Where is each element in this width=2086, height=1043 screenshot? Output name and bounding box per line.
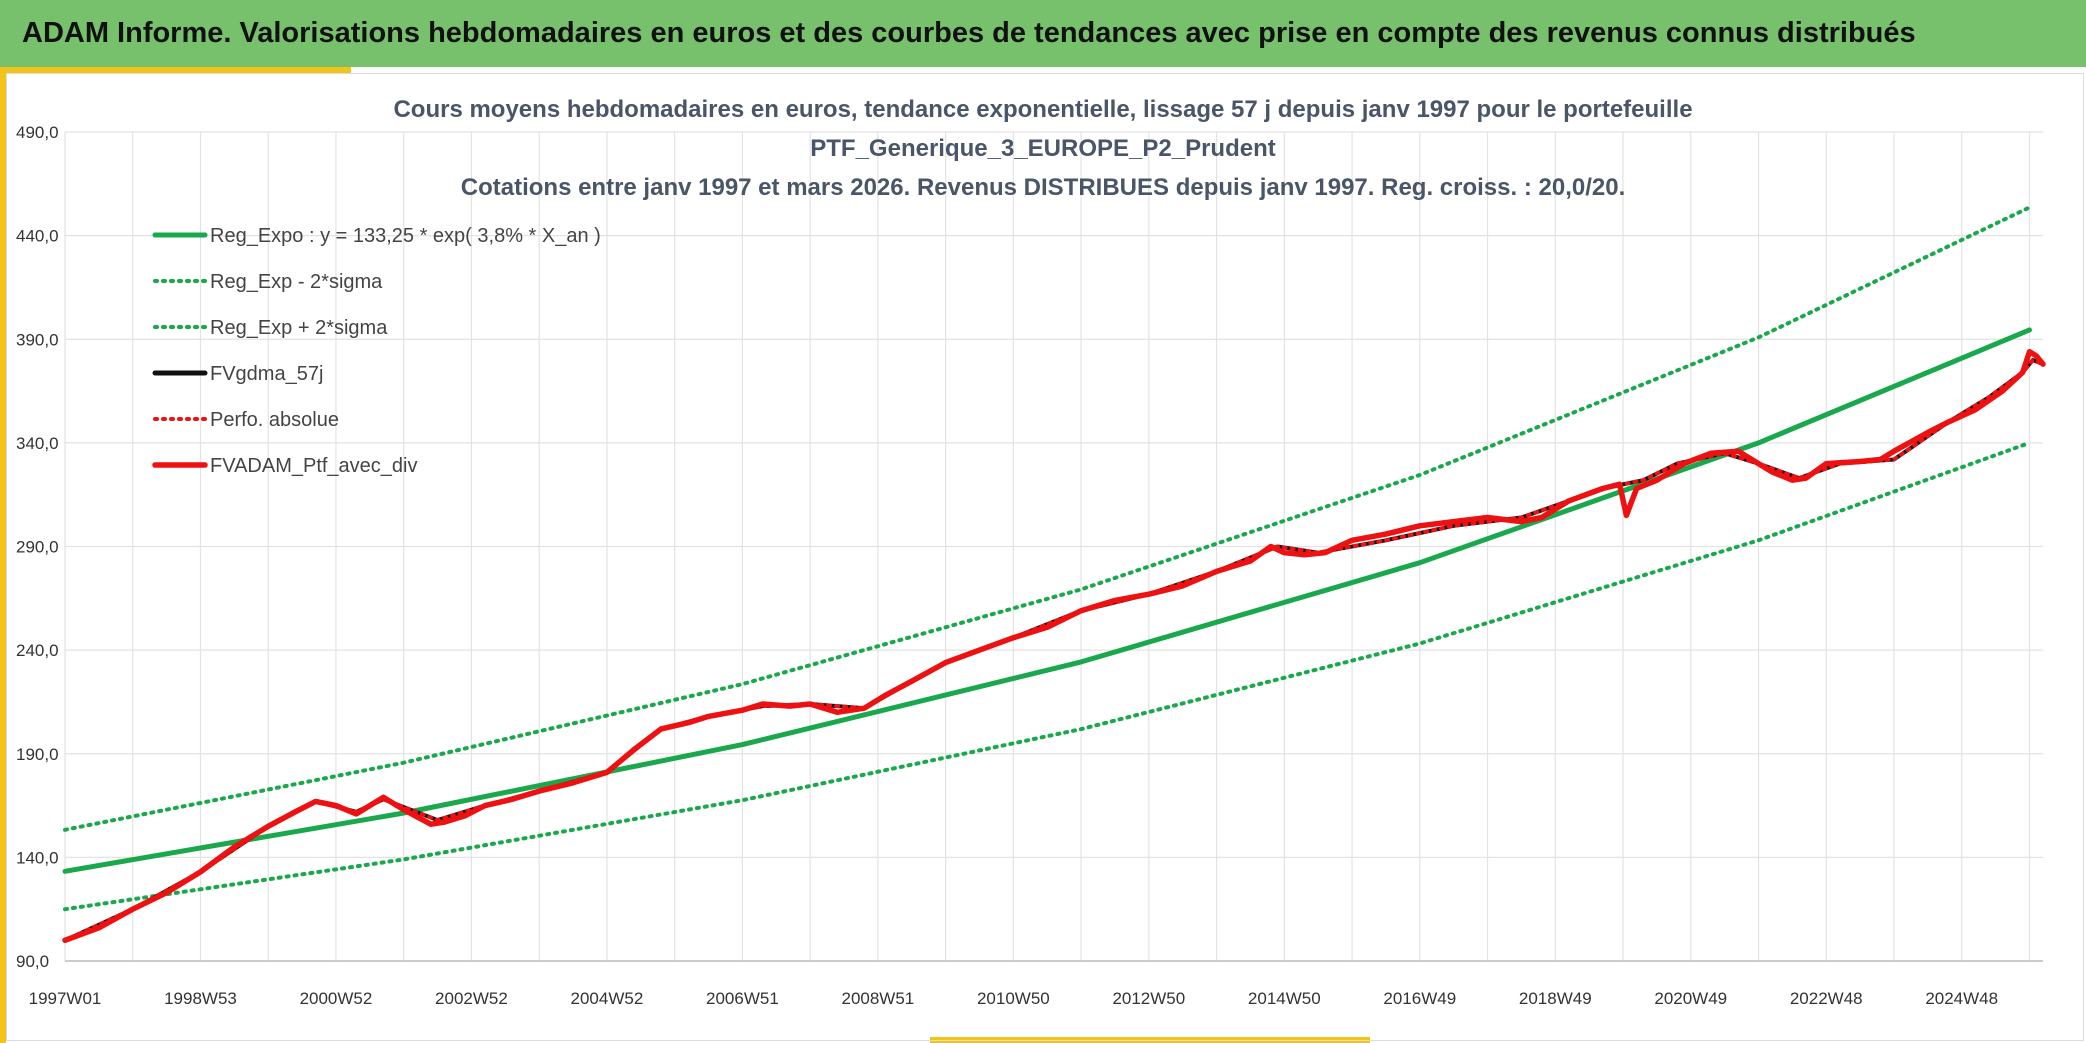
y-tick-label: 140,0 — [16, 848, 59, 867]
header-banner: ADAM Informe. Valorisations hebdomadaire… — [0, 0, 2086, 67]
legend-label: FVADAM_Ptf_avec_div — [210, 455, 418, 477]
series-line-0 — [62, 327, 2032, 874]
legend-label: Perfo. absolue — [210, 409, 339, 431]
x-tick-label: 2000W52 — [300, 989, 373, 1008]
chart-title-line-2: PTF_Generique_3_EUROPE_P2_Prudent — [810, 135, 1276, 162]
legend-label: Reg_Exp - 2*sigma — [210, 271, 383, 293]
chart-title-line-3: Cotations entre janv 1997 et mars 2026. … — [461, 174, 1626, 201]
y-axis-ticks: 90,0 140,0 190,0 240,0 290,0 340,0 390,0 440,0 4… — [16, 123, 59, 971]
y-tick-label: 190,0 — [16, 745, 59, 764]
chart-frame — [6, 73, 2084, 1041]
legend-label: Reg_Exp + 2*sigma — [210, 317, 388, 339]
y-tick-label: 390,0 — [16, 330, 59, 349]
x-tick-label: 2012W50 — [1112, 989, 1185, 1008]
x-tick-label: 2020W49 — [1654, 989, 1727, 1008]
series-group — [62, 205, 2046, 944]
legend-label: Reg_Expo : y = 133,25 * exp( 3,8% * X_an… — [210, 225, 601, 247]
x-tick-label: 2010W50 — [977, 989, 1050, 1008]
x-tick-label: 1997W01 — [29, 989, 102, 1008]
accent-bar-top — [6, 67, 351, 73]
x-tick-label: 2008W51 — [841, 989, 914, 1008]
y-tick-label: 340,0 — [16, 434, 59, 453]
x-tick-label: 2024W48 — [1925, 989, 1998, 1008]
x-tick-label: 2006W51 — [706, 989, 779, 1008]
series-line-2 — [63, 205, 2032, 832]
x-tick-label: 2016W49 — [1383, 989, 1456, 1008]
grid — [64, 131, 2043, 962]
y-tick-label: 290,0 — [16, 538, 59, 557]
x-tick-label: 2004W52 — [571, 989, 644, 1008]
series-line-5 — [62, 348, 2046, 944]
x-tick-label: 1998W53 — [164, 989, 237, 1008]
y-tick-label: 490,0 — [16, 123, 59, 142]
page-title: ADAM Informe. Valorisations hebdomadaire… — [22, 17, 1916, 49]
chart-title-line-1: Cours moyens hebdomadaires en euros, ten… — [393, 96, 1692, 123]
chart-title: Cours moyens hebdomadaires en euros, ten… — [393, 96, 1692, 201]
legend-label: FVgdma_57j — [210, 363, 323, 385]
x-tick-label: 2014W50 — [1248, 989, 1321, 1008]
x-tick-label: 2022W48 — [1790, 989, 1863, 1008]
x-axis-ticks: 1997W01 1998W53 2000W52 2002W52 2004W52 2006W… — [29, 989, 1998, 1008]
y-tick-label: 90,0 — [16, 952, 49, 971]
y-tick-label: 240,0 — [16, 641, 59, 660]
accent-bar-left — [0, 67, 6, 1043]
series-line-1 — [63, 440, 2032, 912]
legend: Reg_Expo : y = 133,25 * exp( 3,8% * X_an… — [152, 225, 601, 477]
x-tick-label: 2002W52 — [435, 989, 508, 1008]
y-tick-label: 440,0 — [16, 227, 59, 246]
series-line-4 — [63, 358, 2045, 943]
x-tick-label: 2018W49 — [1519, 989, 1592, 1008]
